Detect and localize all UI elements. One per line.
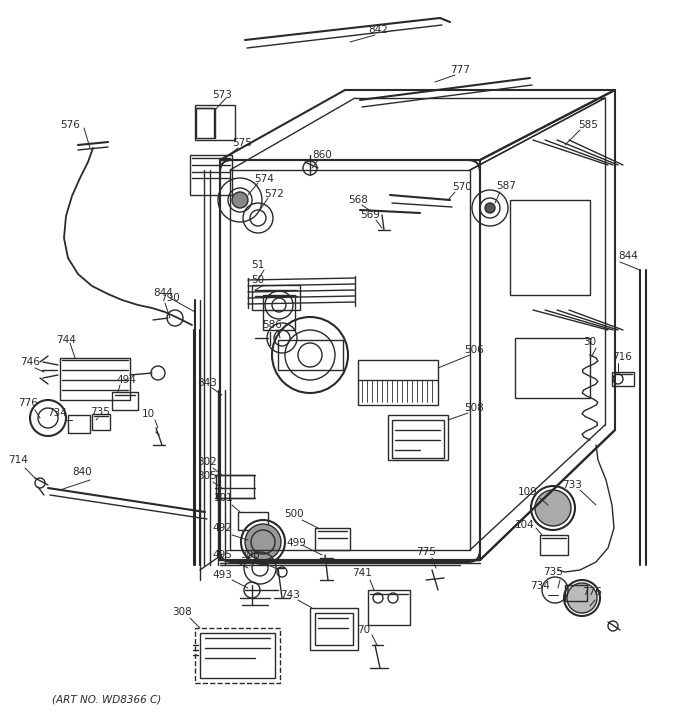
Bar: [310, 608, 358, 650]
Text: 308: 308: [172, 607, 192, 617]
Text: 585: 585: [578, 120, 598, 130]
Bar: [368, 590, 410, 625]
Bar: [190, 155, 232, 195]
Bar: [112, 392, 138, 410]
Bar: [68, 415, 90, 433]
Text: 790: 790: [160, 293, 180, 303]
Bar: [216, 475, 254, 498]
Bar: [278, 340, 343, 370]
Bar: [612, 372, 634, 386]
Text: 575: 575: [232, 138, 252, 148]
Text: 572: 572: [264, 189, 284, 199]
Text: 842: 842: [368, 25, 388, 35]
Text: 492: 492: [212, 523, 232, 533]
Text: 305: 305: [197, 471, 217, 481]
Text: 570: 570: [452, 182, 472, 192]
Text: 734: 734: [530, 581, 550, 591]
Text: 508: 508: [464, 403, 484, 413]
Text: 499: 499: [286, 538, 306, 548]
Circle shape: [232, 192, 248, 208]
Circle shape: [485, 203, 495, 213]
Text: 101: 101: [214, 493, 234, 503]
Text: 302: 302: [197, 457, 217, 467]
Text: 734: 734: [47, 408, 67, 418]
Bar: [392, 420, 444, 458]
Text: 104: 104: [515, 520, 535, 530]
Text: 587: 587: [496, 181, 516, 191]
Bar: [92, 414, 110, 430]
Text: 574: 574: [254, 174, 274, 184]
Text: 844: 844: [618, 251, 638, 261]
Text: 30: 30: [583, 337, 596, 347]
Text: 743: 743: [280, 590, 300, 600]
Text: 109: 109: [518, 487, 538, 497]
Text: 840: 840: [72, 467, 92, 477]
Text: 51: 51: [252, 260, 265, 270]
Text: 506: 506: [464, 345, 484, 355]
Text: 843: 843: [197, 378, 217, 388]
Bar: [252, 285, 300, 310]
Text: 844: 844: [153, 288, 173, 298]
Bar: [195, 628, 280, 683]
Bar: [515, 338, 590, 398]
Text: 500: 500: [284, 509, 304, 519]
Text: 775: 775: [416, 547, 436, 557]
Bar: [238, 512, 268, 530]
Text: 495: 495: [212, 550, 232, 560]
Text: 733: 733: [562, 480, 582, 490]
Text: 746: 746: [20, 357, 40, 367]
Text: 716: 716: [612, 352, 632, 362]
Bar: [565, 585, 587, 601]
Text: 494: 494: [116, 375, 136, 385]
Bar: [510, 200, 590, 295]
Bar: [540, 535, 568, 555]
Circle shape: [245, 524, 281, 560]
Text: 50: 50: [252, 275, 265, 285]
Bar: [263, 295, 295, 330]
Circle shape: [535, 490, 571, 526]
Text: 735: 735: [543, 567, 563, 577]
Bar: [388, 415, 448, 460]
Text: 776: 776: [18, 398, 38, 408]
Text: 493: 493: [212, 570, 232, 580]
Text: 777: 777: [450, 65, 470, 75]
Text: 573: 573: [212, 90, 232, 100]
Text: 714: 714: [8, 455, 28, 465]
Text: 70: 70: [358, 625, 371, 635]
Text: 586: 586: [262, 320, 282, 330]
Bar: [358, 360, 438, 405]
Text: 735: 735: [90, 407, 110, 417]
Bar: [60, 358, 130, 400]
Bar: [200, 633, 275, 678]
Circle shape: [567, 583, 597, 613]
Text: 10: 10: [141, 409, 154, 419]
Text: 776: 776: [582, 587, 602, 597]
Text: 741: 741: [352, 568, 372, 578]
Text: 576: 576: [60, 120, 80, 130]
Text: (ART NO. WD8366 C): (ART NO. WD8366 C): [52, 695, 161, 705]
Text: 744: 744: [56, 335, 76, 345]
Text: 860: 860: [312, 150, 332, 160]
Bar: [315, 528, 350, 550]
Text: 569: 569: [360, 210, 380, 220]
Bar: [195, 105, 235, 140]
Bar: [196, 108, 214, 138]
Text: 306: 306: [240, 550, 260, 560]
Bar: [315, 613, 353, 645]
Text: 568: 568: [348, 195, 368, 205]
